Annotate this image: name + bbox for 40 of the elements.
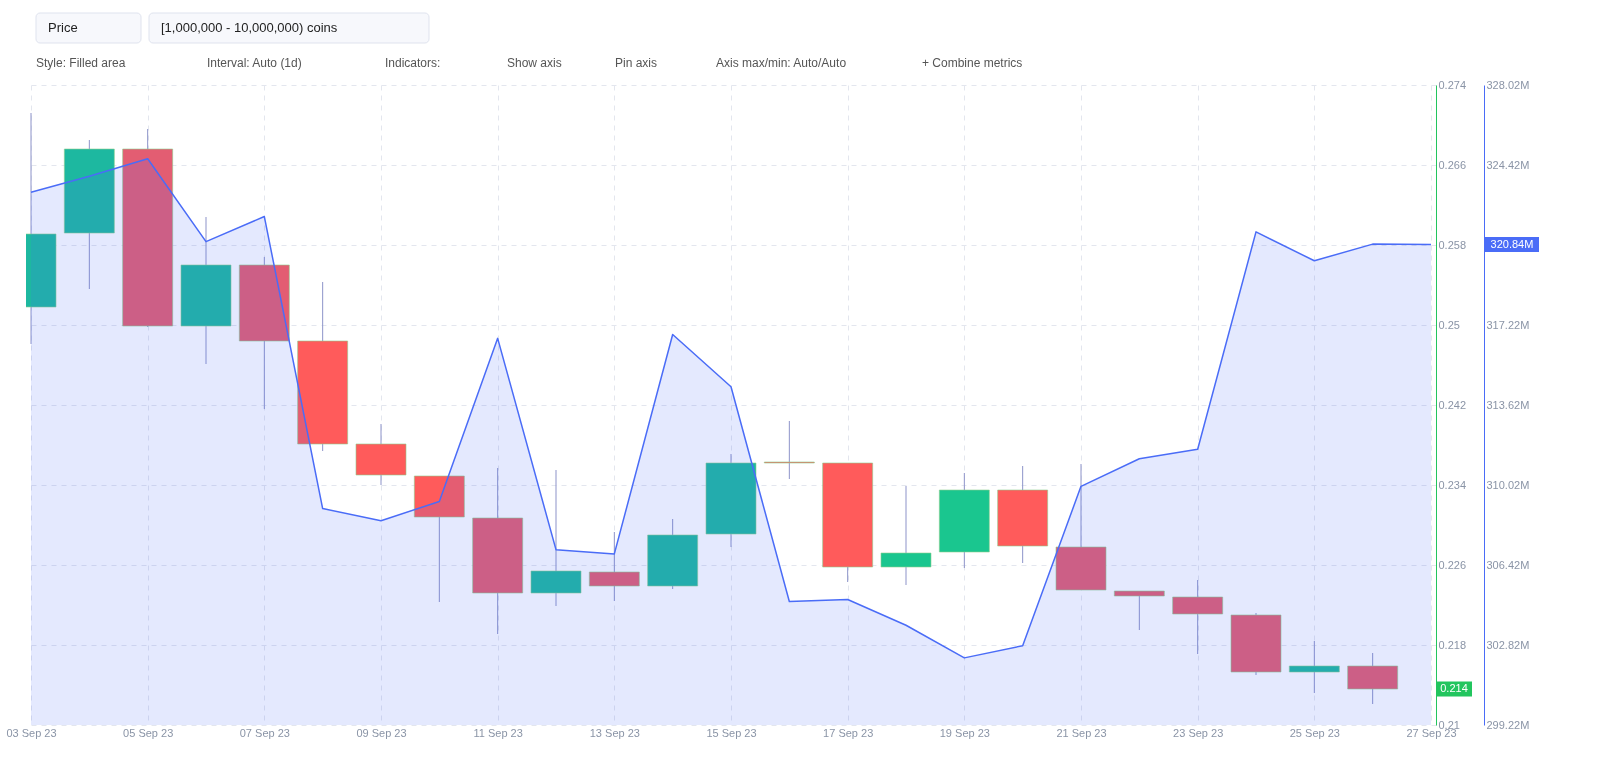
x-tick-label: 25 Sep 23	[1289, 726, 1340, 739]
y-axis-title: Price	[48, 20, 78, 35]
text: Indicators:	[385, 56, 441, 70]
y-tick-label: 0.218	[1438, 638, 1467, 651]
text: Show axis	[507, 56, 562, 70]
x-tick-label: 19 Sep 23	[939, 726, 990, 739]
y2-tick-label: 324.42M	[1486, 158, 1530, 171]
x-tick-label: 21 Sep 23	[1056, 726, 1107, 739]
x-tick-label: 05 Sep 23	[123, 726, 174, 739]
text: Axis max/min: Auto/Auto	[716, 56, 847, 70]
text: Style: Filled area	[36, 56, 126, 70]
y-tick-label: 0.25	[1438, 318, 1460, 331]
y2-tick-label: 310.02M	[1486, 478, 1530, 491]
text: 0.214	[1440, 682, 1468, 694]
y-tick-label: 0.242	[1438, 398, 1467, 411]
x-tick-label: 15 Sep 23	[706, 726, 757, 739]
y-tick-label: 0.226	[1438, 558, 1467, 571]
x-tick-label: 09 Sep 23	[356, 726, 407, 739]
x-tick-label: 17 Sep 23	[823, 726, 874, 739]
x-tick-label: 07 Sep 23	[239, 726, 290, 739]
y-tick-label: 0.234	[1438, 478, 1467, 491]
y-tick-label: 0.266	[1438, 158, 1467, 171]
y2-tick-label: 317.22M	[1486, 318, 1530, 331]
y-tick-label: 0.258	[1438, 238, 1467, 251]
y2-tick-label: 328.02M	[1486, 78, 1530, 91]
text: [1,000,000 - 10,000,000) coins	[161, 20, 338, 35]
y2-tick-label: 299.22M	[1486, 718, 1530, 731]
candlestick	[764, 420, 815, 480]
text: Interval: Auto (1d)	[207, 56, 302, 70]
x-tick-label: 13 Sep 23	[589, 726, 640, 739]
x-tick-label: 11 Sep 23	[473, 726, 523, 739]
text: 320.84M	[1490, 237, 1534, 250]
y2-tick-label: 313.62M	[1486, 398, 1530, 411]
x-tick-label: 03 Sep 23	[6, 726, 57, 739]
text: Pin axis	[615, 56, 658, 70]
x-tick-label: 23 Sep 23	[1173, 726, 1224, 739]
text: + Combine metrics	[922, 56, 1023, 70]
y-tick-label: 0.274	[1438, 78, 1467, 91]
y2-tick-label: 302.82M	[1486, 638, 1530, 651]
y2-tick-label: 306.42M	[1486, 558, 1530, 571]
